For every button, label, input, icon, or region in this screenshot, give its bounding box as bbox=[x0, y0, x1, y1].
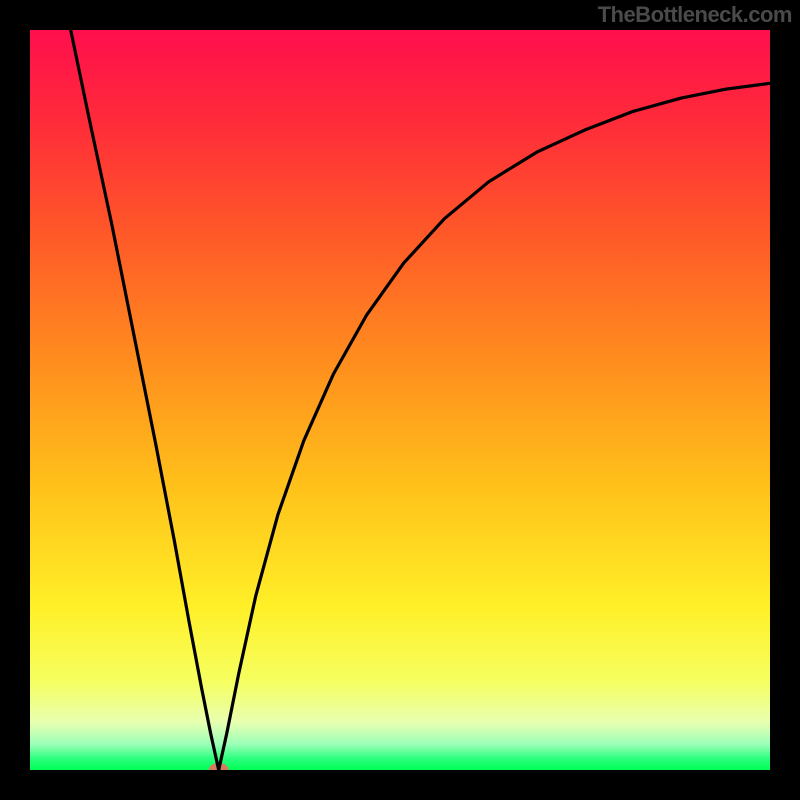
plot-area bbox=[30, 30, 770, 770]
watermark-text: TheBottleneck.com bbox=[598, 0, 792, 30]
plot-background bbox=[30, 30, 770, 770]
chart-frame: TheBottleneck.com bbox=[0, 0, 800, 800]
chart-svg bbox=[30, 30, 770, 770]
